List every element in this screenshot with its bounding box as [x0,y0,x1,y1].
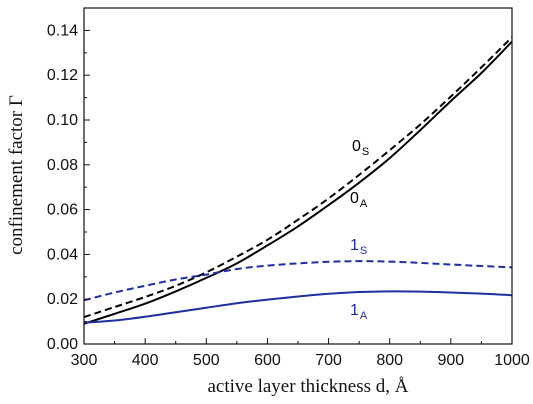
y-tick-label: 0.12 [47,67,78,84]
x-tick-label: 500 [193,352,220,369]
x-axis: 300 400 500 600 700 800 900 1000 [71,338,530,369]
y-tick-label: 0.02 [47,291,78,308]
x-tick-label: 600 [254,352,281,369]
series-line-1s [83,260,513,302]
series-label-1a: 1A [350,302,368,322]
y-axis: 0.00 0.02 0.04 0.06 0.08 0.10 0.12 0.14 [47,22,90,353]
y-tick-label: 0.00 [47,336,78,353]
series-labels: 0S 0A 1S 1A [350,138,369,322]
x-tick-label: 900 [438,352,465,369]
plot-frame [83,7,513,345]
y-tick-label: 0.06 [47,202,78,219]
x-tick-label: 1000 [494,352,530,369]
series-line-0a [83,40,513,325]
plot-lines [83,36,513,325]
series-line-1a [83,290,513,324]
x-tick-label: 300 [71,352,98,369]
x-tick-label: 700 [315,352,342,369]
y-axis-title: confinement factor Γ [6,95,27,255]
series-label-0a: 0A [350,190,368,210]
y-tick-label: 0.10 [47,112,78,129]
x-tick-label: 800 [376,352,403,369]
y-tick-label: 0.08 [47,157,78,174]
x-tick-label: 400 [132,352,159,369]
x-axis-title: active layer thickness d, Å [207,376,408,397]
y-tick-label: 0.14 [47,22,78,39]
series-line-0s [83,36,513,319]
y-tick-label: 0.04 [47,246,78,263]
series-label-1s: 1S [350,237,367,257]
series-label-0s: 0S [352,138,369,158]
